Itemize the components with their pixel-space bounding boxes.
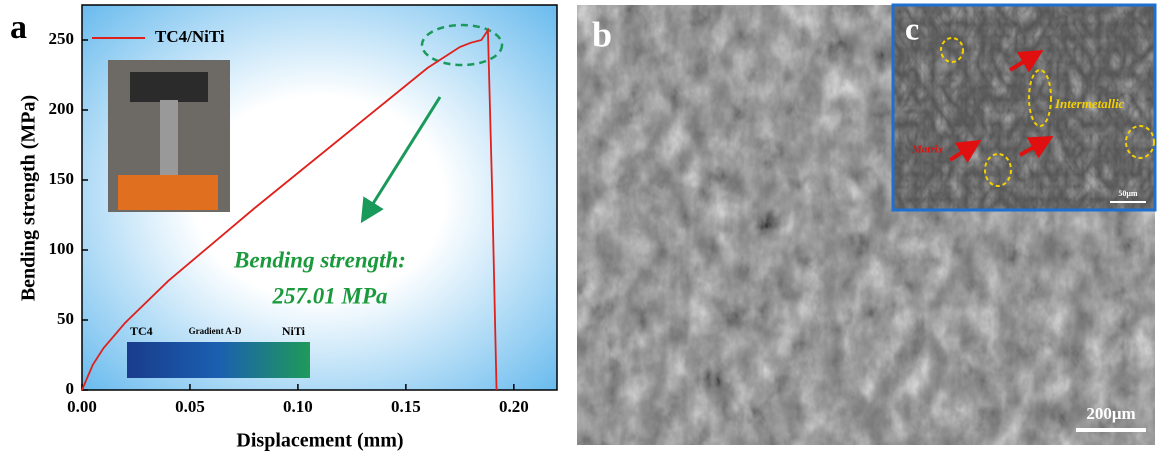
- y-tick-label: 0: [66, 379, 75, 398]
- gradient-label: Gradient A-D: [189, 326, 242, 336]
- y-axis-label: Bending strength (MPa): [18, 95, 40, 301]
- panel-label: b: [592, 14, 612, 54]
- y-tick-label: 50: [57, 309, 74, 328]
- x-tick-label: 0.15: [391, 397, 421, 416]
- figure: a Displacement (mm) Bending strength (MP…: [0, 0, 1160, 461]
- y-tick-label: 100: [49, 239, 75, 258]
- legend-label: TC4/NiTi: [155, 27, 225, 46]
- annotation: Bending strength:: [233, 247, 406, 272]
- page: {"chart_data": {"type": "line", "panel_l…: [0, 0, 1160, 461]
- machine-top: [130, 72, 208, 102]
- gradient-bar: [127, 342, 310, 378]
- x-axis-label: Displacement (mm): [236, 430, 403, 452]
- y-tick-label: 200: [49, 99, 75, 118]
- x-tick-label: 0.10: [283, 397, 313, 416]
- inset-label: Intermetallic: [1054, 96, 1125, 111]
- x-tick-label: 0.00: [67, 397, 97, 416]
- annotation: 257.01 MPa: [272, 283, 388, 308]
- gradient-label: NiTi: [282, 324, 306, 338]
- panel-label: a: [10, 9, 27, 46]
- inset-label: Matrix: [911, 144, 944, 156]
- scale-label: 200μm: [1086, 404, 1135, 423]
- gradient-label: TC4: [130, 324, 153, 338]
- panel-label: c: [905, 10, 919, 46]
- x-tick-label: 0.20: [499, 397, 529, 416]
- y-tick-label: 250: [49, 29, 75, 48]
- panel-b: b 200μm c Intermetallic Matrix 50μm: [577, 5, 1155, 445]
- x-tick-label: 0.05: [175, 397, 205, 416]
- y-tick-label: 150: [49, 169, 75, 188]
- machine-base: [118, 175, 218, 210]
- scale-label: 50μm: [1118, 189, 1138, 198]
- machine-column: [160, 100, 178, 180]
